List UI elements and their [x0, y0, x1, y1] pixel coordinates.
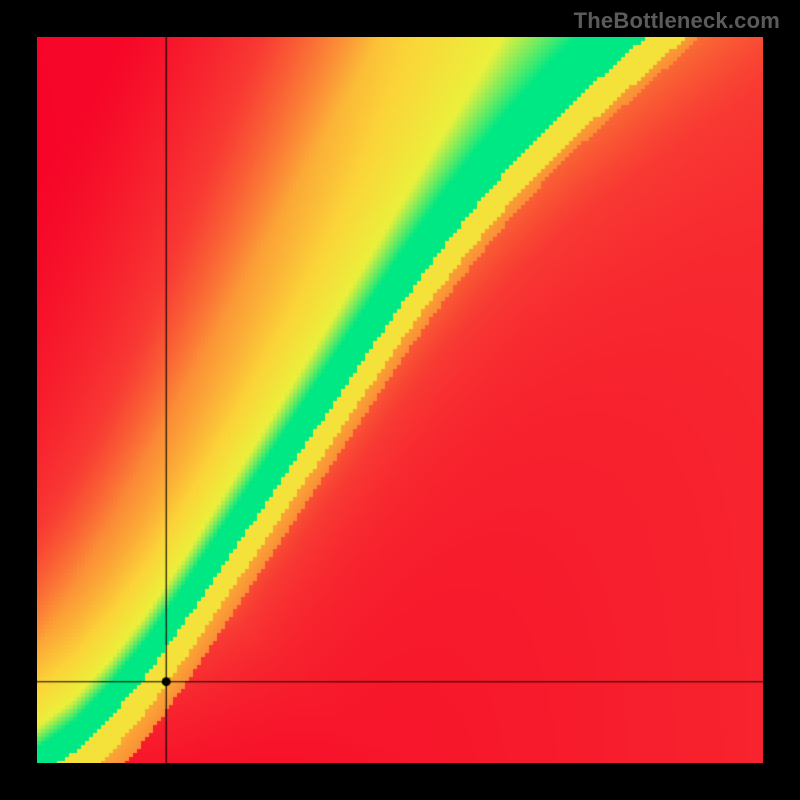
heatmap-canvas [37, 37, 763, 763]
watermark-text: TheBottleneck.com [574, 8, 780, 34]
chart-container: TheBottleneck.com [0, 0, 800, 800]
heatmap-plot [37, 37, 763, 763]
